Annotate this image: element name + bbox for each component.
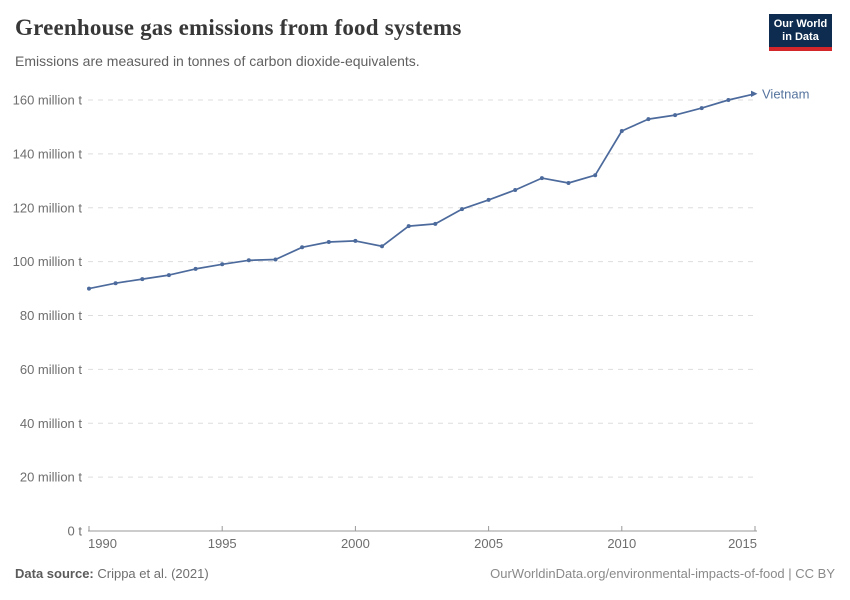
x-axis-tick-label: 2005	[474, 536, 503, 551]
data-point-2002	[406, 224, 411, 229]
data-point-2004	[460, 207, 464, 212]
y-axis-tick-label: 0 t	[68, 524, 83, 539]
data-point-1994	[193, 266, 198, 271]
data-point-1999	[326, 240, 331, 244]
data-point-1997	[273, 257, 278, 262]
credit-link[interactable]: OurWorldinData.org/environmental-impacts…	[490, 566, 835, 581]
data-point-2007	[539, 176, 544, 181]
data-point-2008	[566, 181, 571, 185]
data-point-1993	[166, 273, 171, 278]
y-axis-tick-label: 80 million t	[20, 308, 83, 323]
x-axis-tick-label: 2010	[607, 536, 636, 551]
data-point-2010	[619, 129, 624, 133]
data-point-2001	[380, 244, 384, 249]
owid-logo-line1: Our World	[773, 17, 828, 30]
y-axis-tick-label: 40 million t	[20, 416, 83, 431]
data-point-2006	[513, 188, 518, 192]
data-point-1991	[113, 281, 118, 286]
x-axis-tick-label: 2015	[728, 536, 757, 551]
data-point-1998	[300, 245, 305, 250]
data-source-label: Data source:	[15, 566, 94, 581]
data-point-2009	[593, 173, 598, 178]
data-source: Data source: Crippa et al. (2021)	[15, 566, 209, 581]
series-end-arrow-icon	[751, 90, 758, 98]
y-axis-tick-label: 20 million t	[20, 470, 83, 485]
vietnam-series-line	[88, 92, 756, 290]
x-axis-tick-label: 1995	[208, 536, 237, 551]
y-axis-tick-label: 120 million t	[13, 200, 83, 215]
data-point-2005	[486, 197, 491, 202]
y-axis-tick-label: 100 million t	[13, 254, 83, 269]
data-point-2012	[673, 113, 678, 118]
data-point-1992	[140, 277, 145, 282]
data-source-value: Crippa et al. (2021)	[93, 566, 209, 581]
chart-footer: Data source: Crippa et al. (2021) OurWor…	[15, 566, 835, 581]
series-entity-label[interactable]: Vietnam	[762, 86, 809, 101]
data-point-2003	[433, 221, 438, 226]
y-axis-tick-label: 140 million t	[13, 146, 83, 161]
page-title: Greenhouse gas emissions from food syste…	[15, 15, 462, 40]
data-point-1996	[246, 258, 251, 263]
chart-subtitle: Emissions are measured in tonnes of carb…	[15, 53, 420, 69]
y-axis-tick-label: 160 million t	[13, 93, 83, 108]
data-point-2011	[646, 117, 651, 122]
data-point-2000	[353, 238, 358, 243]
x-axis-tick-label: 2000	[341, 536, 370, 551]
owid-logo: Our World in Data	[769, 14, 832, 51]
data-point-2014	[726, 98, 731, 102]
y-axis-tick-label: 60 million t	[20, 362, 83, 377]
x-axis-tick-label: 1990	[88, 536, 117, 551]
data-point-2013	[699, 106, 704, 111]
data-point-1995	[220, 262, 225, 267]
data-point-1990	[87, 286, 91, 291]
owid-logo-line2: in Data	[782, 30, 819, 43]
